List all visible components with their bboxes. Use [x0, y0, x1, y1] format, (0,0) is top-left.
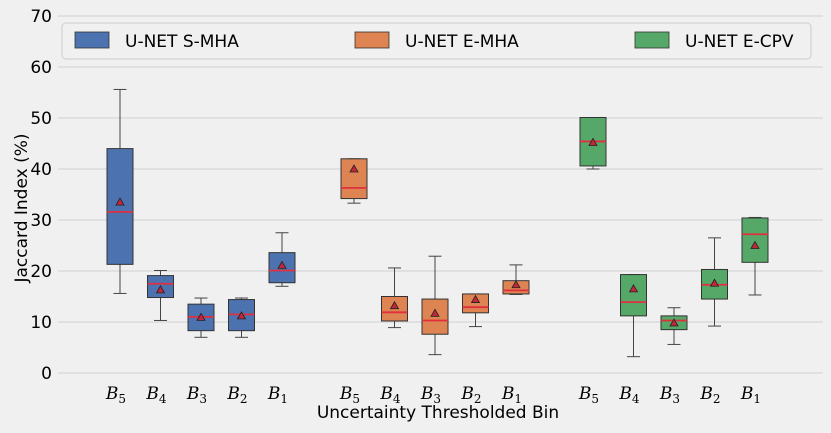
box-B5: [340, 158, 368, 204]
series-u-net-s-mha: [106, 88, 296, 338]
mean-marker: [277, 260, 287, 269]
y-tick-label: 40: [30, 160, 52, 180]
y-tick-label: 70: [30, 7, 52, 27]
y-tick-label: 60: [30, 58, 52, 78]
legend-swatch: [354, 31, 390, 49]
iqr-box: [106, 148, 134, 265]
x-tick-label-B5: B5: [339, 384, 360, 406]
legend-label: U-NET E-MHA: [405, 32, 519, 52]
x-tick-label-B1: B1: [267, 384, 288, 406]
mean-marker: [389, 300, 400, 310]
legend-swatch: [634, 31, 670, 49]
mean-marker: [196, 312, 206, 321]
box-B3: [660, 307, 688, 345]
box-B1: [741, 216, 769, 296]
x-tick-label-B4: B4: [145, 384, 167, 406]
iqr-box: [268, 252, 296, 284]
legend-swatch: [74, 31, 110, 49]
x-tick-label-B3: B3: [420, 384, 441, 406]
box-B2: [701, 237, 728, 327]
y-tick-label: 50: [30, 109, 52, 129]
y-axis-ticks: 0 10 20 30 40 50 60 70: [30, 7, 52, 384]
legend-frame: [61, 22, 812, 60]
x-tick-label-B1: B1: [740, 384, 761, 406]
x-tick-label-B4: B4: [379, 384, 401, 406]
mean-marker: [588, 137, 598, 146]
box-B2: [462, 293, 489, 328]
legend-item: U-NET E-CPV: [634, 31, 794, 52]
grid-lines: [58, 15, 823, 374]
mean-marker: [430, 308, 440, 317]
box-B5: [106, 88, 134, 294]
y-axis-title: Jaccard Index (%): [12, 133, 32, 283]
box-B5: [579, 116, 607, 170]
mean-marker: [709, 278, 720, 287]
y-tick-label: 10: [30, 313, 52, 333]
mean-marker: [115, 197, 125, 206]
iqr-box: [620, 274, 647, 317]
x-axis-title: Uncertainty Thresholded Bin: [317, 403, 559, 423]
x-tick-label-B1: B1: [501, 384, 522, 406]
x-tick-label-B3: B3: [186, 384, 207, 406]
legend-label: U-NET S-MHA: [125, 32, 239, 52]
x-tick-label-B5: B5: [578, 384, 599, 406]
box-B4: [147, 269, 174, 321]
box-B3: [421, 255, 449, 356]
mean-marker: [155, 285, 166, 294]
mean-marker: [750, 240, 760, 249]
mean-marker: [511, 279, 521, 289]
legend-label: U-NET E-CPV: [685, 32, 794, 52]
x-tick-label-B2: B2: [460, 384, 481, 406]
x-tick-label-B4: B4: [618, 384, 640, 406]
box-B2: [228, 297, 255, 338]
legend: U-NET S-MHA U-NET E-MHA U-NET E-CPV: [61, 22, 812, 60]
x-axis-category-labels: B5 B4 B3 B2 B1 B5 B4 B3 B2 B1 B5 B4 B3 B2 B1: [105, 384, 761, 406]
legend-item: U-NET S-MHA: [74, 31, 239, 52]
y-tick-label: 20: [30, 262, 52, 282]
iqr-box: [741, 217, 769, 263]
y-tick-label: 30: [30, 211, 52, 231]
y-tick-label: 0: [41, 364, 52, 384]
box-B4: [381, 267, 408, 329]
mean-marker: [669, 318, 679, 327]
x-tick-label-B2: B2: [226, 384, 247, 406]
box-plots: [106, 88, 769, 358]
mean-marker: [628, 284, 639, 293]
x-tick-label-B5: B5: [105, 384, 126, 406]
box-B1: [502, 264, 530, 295]
x-tick-label-B3: B3: [659, 384, 680, 406]
box-B4: [620, 274, 647, 358]
legend-item: U-NET E-MHA: [354, 31, 519, 52]
mean-marker: [470, 294, 481, 303]
mean-marker: [349, 164, 359, 173]
x-tick-label-B2: B2: [699, 384, 720, 406]
series-u-net-e-mha: [340, 158, 530, 356]
series-u-net-e-cpv: [579, 116, 769, 358]
box-B1: [268, 232, 296, 287]
mean-marker: [236, 311, 247, 320]
box-B3: [187, 297, 215, 338]
